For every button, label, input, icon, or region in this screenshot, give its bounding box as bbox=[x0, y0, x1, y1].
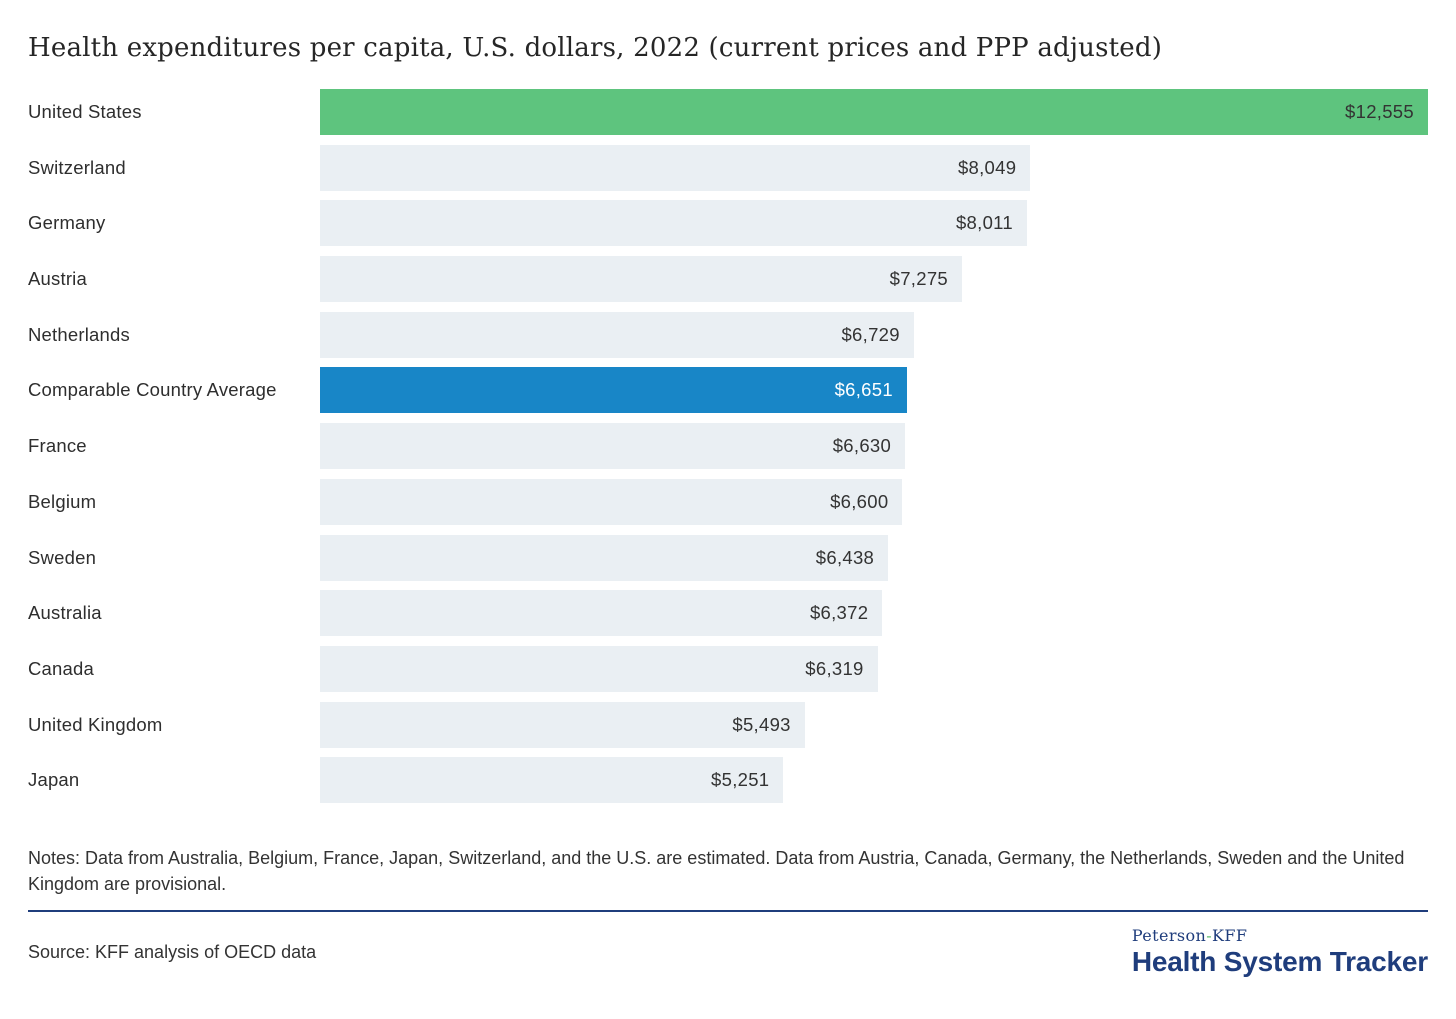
country-label: Netherlands bbox=[28, 323, 130, 345]
country-label: Sweden bbox=[28, 546, 97, 568]
bar[interactable]: $6,372 bbox=[320, 590, 883, 637]
bar-value-label: $6,600 bbox=[830, 490, 889, 512]
bar-row: Switzerland $8,049 bbox=[28, 144, 1428, 191]
country-label: United States bbox=[28, 101, 142, 122]
country-label: France bbox=[28, 435, 87, 457]
bar[interactable]: $6,630 bbox=[320, 423, 906, 470]
bar[interactable]: $6,438 bbox=[320, 534, 889, 581]
logo-brand-peterson: Peterson bbox=[1131, 926, 1207, 946]
bar[interactable]: $5,493 bbox=[320, 701, 805, 748]
chart-notes: Notes: Data from Australia, Belgium, Fra… bbox=[28, 848, 1405, 895]
bar-row: Canada $6,319 bbox=[28, 645, 1428, 692]
chart-footer: Source: KFF analysis of OECD data Peters… bbox=[28, 926, 1428, 978]
country-label: Australia bbox=[28, 602, 102, 624]
bar-row: Netherlands $6,729 bbox=[28, 311, 1428, 358]
logo-brand-line: Peterson-KFF bbox=[1132, 926, 1428, 945]
bar-track: $6,319 bbox=[320, 645, 1428, 692]
country-label: Belgium bbox=[28, 490, 97, 512]
bar-track: $8,011 bbox=[320, 200, 1428, 247]
country-label: Japan bbox=[28, 769, 80, 791]
bar-track: $6,438 bbox=[320, 534, 1428, 581]
logo-brand-separator: - bbox=[1206, 926, 1213, 946]
bar[interactable]: $5,251 bbox=[320, 757, 784, 804]
bar-row: Australia $6,372 bbox=[28, 590, 1428, 637]
bar-value-label: $6,319 bbox=[805, 657, 864, 679]
bar-track: $12,555 bbox=[320, 89, 1428, 135]
health-system-tracker-logo[interactable]: Peterson-KFF Health System Tracker bbox=[1132, 926, 1428, 978]
bar-value-label: $6,630 bbox=[832, 435, 892, 457]
chart-title: Health expenditures per capita, U.S. dol… bbox=[28, 33, 1163, 63]
bar-track: $5,251 bbox=[320, 757, 1428, 804]
bar-track: $6,600 bbox=[320, 478, 1428, 525]
bar[interactable]: $7,275 bbox=[320, 256, 963, 303]
bar-track: $6,372 bbox=[320, 590, 1428, 637]
bar-row: Japan $5,251 bbox=[28, 757, 1428, 804]
bar[interactable]: $6,600 bbox=[320, 478, 903, 525]
country-label: Comparable Country Average bbox=[28, 379, 277, 401]
country-label: Germany bbox=[28, 212, 106, 234]
bar-value-label: $12,555 bbox=[1345, 101, 1414, 122]
bar-value-label: $6,372 bbox=[809, 602, 869, 624]
bar-row: United Kingdom $5,493 bbox=[28, 701, 1428, 748]
bar-row: Austria $7,275 bbox=[28, 256, 1428, 303]
source-text: Source: KFF analysis of OECD data bbox=[28, 941, 317, 962]
bar[interactable]: $6,729 bbox=[320, 311, 914, 358]
bar-value-label: $8,049 bbox=[957, 156, 1017, 178]
bar[interactable]: $8,011 bbox=[320, 200, 1027, 247]
bar-chart: United States $12,555 Switzerland $8,049… bbox=[28, 89, 1428, 804]
bar-track: $8,049 bbox=[320, 144, 1428, 191]
country-label: United Kingdom bbox=[28, 713, 163, 735]
bar-track: $7,275 bbox=[320, 256, 1428, 303]
bar-track: $5,493 bbox=[320, 701, 1428, 748]
bar[interactable]: $6,651 bbox=[320, 367, 907, 414]
bar-row: France $6,630 bbox=[28, 423, 1428, 470]
bar-value-label: $6,651 bbox=[834, 379, 893, 401]
country-label: Canada bbox=[28, 657, 95, 679]
bar-track: $6,651 bbox=[320, 367, 1428, 414]
bar-row: Comparable Country Average $6,651 bbox=[28, 367, 1428, 414]
bar-value-label: $8,011 bbox=[955, 212, 1013, 234]
bar-value-label: $6,438 bbox=[815, 546, 875, 568]
bar-value-label: $6,729 bbox=[841, 323, 900, 345]
country-label: Switzerland bbox=[28, 156, 126, 178]
bar-track: $6,729 bbox=[320, 311, 1428, 358]
bar[interactable]: $8,049 bbox=[320, 144, 1031, 191]
bar[interactable]: $6,319 bbox=[320, 645, 878, 692]
bar-row: Sweden $6,438 bbox=[28, 534, 1428, 581]
bar-value-label: $5,493 bbox=[732, 713, 791, 735]
bar-value-label: $5,251 bbox=[711, 769, 770, 791]
bar-row: Germany $8,011 bbox=[28, 200, 1428, 247]
bar-row: Belgium $6,600 bbox=[28, 478, 1428, 525]
bar-value-label: $7,275 bbox=[889, 268, 949, 290]
logo-brand-kff: KFF bbox=[1212, 926, 1248, 946]
bar-track: $6,630 bbox=[320, 423, 1428, 470]
bar-row: United States $12,555 bbox=[28, 89, 1428, 135]
bar[interactable]: $12,555 bbox=[320, 89, 1428, 135]
country-label: Austria bbox=[28, 268, 87, 290]
footer-divider bbox=[28, 910, 1428, 913]
logo-product-name: Health System Tracker bbox=[1131, 946, 1428, 978]
